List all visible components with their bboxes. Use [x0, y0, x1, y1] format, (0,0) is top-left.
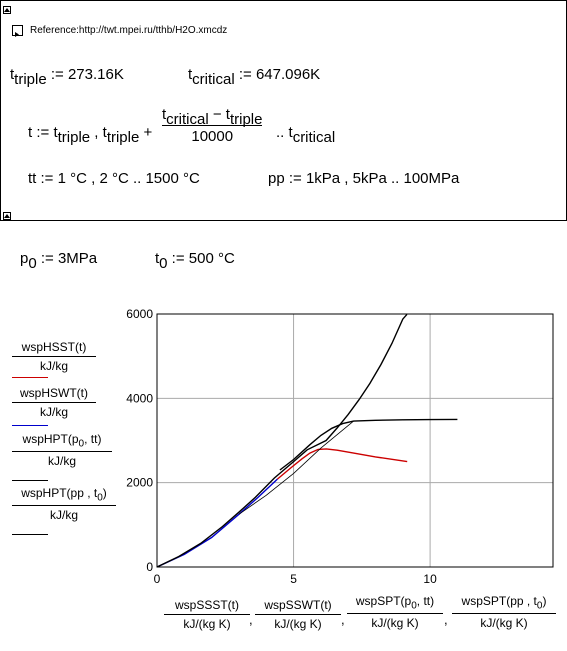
- region-collapse-marker-bottom[interactable]: [3, 212, 11, 220]
- t-critical-definition[interactable]: tcritical := 647.096K: [188, 66, 321, 88]
- y-tick-label: 6000: [126, 307, 153, 321]
- t0-definition[interactable]: t0 := 500 °C: [155, 250, 235, 272]
- x-tick-label: 10: [423, 572, 437, 586]
- t-triple-definition[interactable]: ttriple := 273.16K: [10, 66, 124, 88]
- x-legend-separator-3: ,: [444, 612, 448, 627]
- y-legend-2-swatch: [12, 425, 48, 426]
- x-tick-label: 0: [154, 572, 161, 586]
- plot-frame: [156, 313, 554, 568]
- series-line-saturated-water: [156, 478, 278, 568]
- y-tick-label: 4000: [126, 391, 153, 405]
- series-line-thin-link: [238, 420, 354, 515]
- x-legend-4[interactable]: wspSPT(pp , t0) kJ/(kg K): [452, 594, 556, 630]
- y-legend-1[interactable]: wspHSST(t) kJ/kg: [12, 340, 96, 373]
- y-legend-3-swatch: [12, 480, 48, 481]
- y-legend-3[interactable]: wspHPT(p0, tt) kJ/kg: [12, 432, 112, 468]
- series-line-saturated-steam: [276, 448, 408, 480]
- t-range-fraction[interactable]: tcritical − ttriple 10000: [162, 106, 263, 145]
- region-collapse-marker-top[interactable]: [3, 6, 11, 14]
- x-legend-separator-1: ,: [249, 612, 253, 627]
- pp-definition[interactable]: pp := 1kPa , 5kPa .. 100MPa: [268, 170, 460, 187]
- y-legend-4-swatch: [12, 534, 48, 535]
- tt-definition[interactable]: tt := 1 °C , 2 °C .. 1500 °C: [28, 170, 200, 187]
- y-tick-label: 2000: [126, 476, 153, 490]
- series-layer: [156, 313, 458, 568]
- tick-layer: 0 5 10 0 2000 4000 6000: [126, 307, 437, 586]
- p0-definition[interactable]: p0 := 3MPa: [20, 250, 98, 272]
- series-line-isobar-p0: [156, 313, 408, 568]
- grid-layer: [157, 314, 553, 567]
- y-legend-2[interactable]: wspHSWT(t) kJ/kg: [12, 386, 96, 419]
- y-legend-1-swatch: [12, 377, 48, 378]
- reference-arrow-icon[interactable]: [12, 25, 23, 37]
- x-tick-label: 5: [290, 572, 297, 586]
- t-range-tail[interactable]: .. tcritical: [276, 124, 336, 146]
- fraction-bar: [162, 125, 263, 126]
- y-legend-4[interactable]: wspHPT(pp , t0) kJ/kg: [12, 486, 116, 522]
- x-legend-2[interactable]: wspSSWT(t) kJ/(kg K): [255, 598, 341, 631]
- x-legend-3[interactable]: wspSPT(p0, tt) kJ/(kg K): [347, 594, 443, 630]
- x-legend-separator-2: ,: [341, 612, 345, 627]
- x-legend-1[interactable]: wspSSST(t) kJ/(kg K): [164, 598, 250, 631]
- y-tick-label: 0: [146, 560, 153, 574]
- reference-link[interactable]: Reference:http://twt.mpei.ru/tthb/H2O.xm…: [30, 25, 228, 36]
- t-range-lhs[interactable]: t := ttriple , ttriple +: [28, 124, 153, 146]
- series-line-isotherm-t0: [279, 418, 458, 471]
